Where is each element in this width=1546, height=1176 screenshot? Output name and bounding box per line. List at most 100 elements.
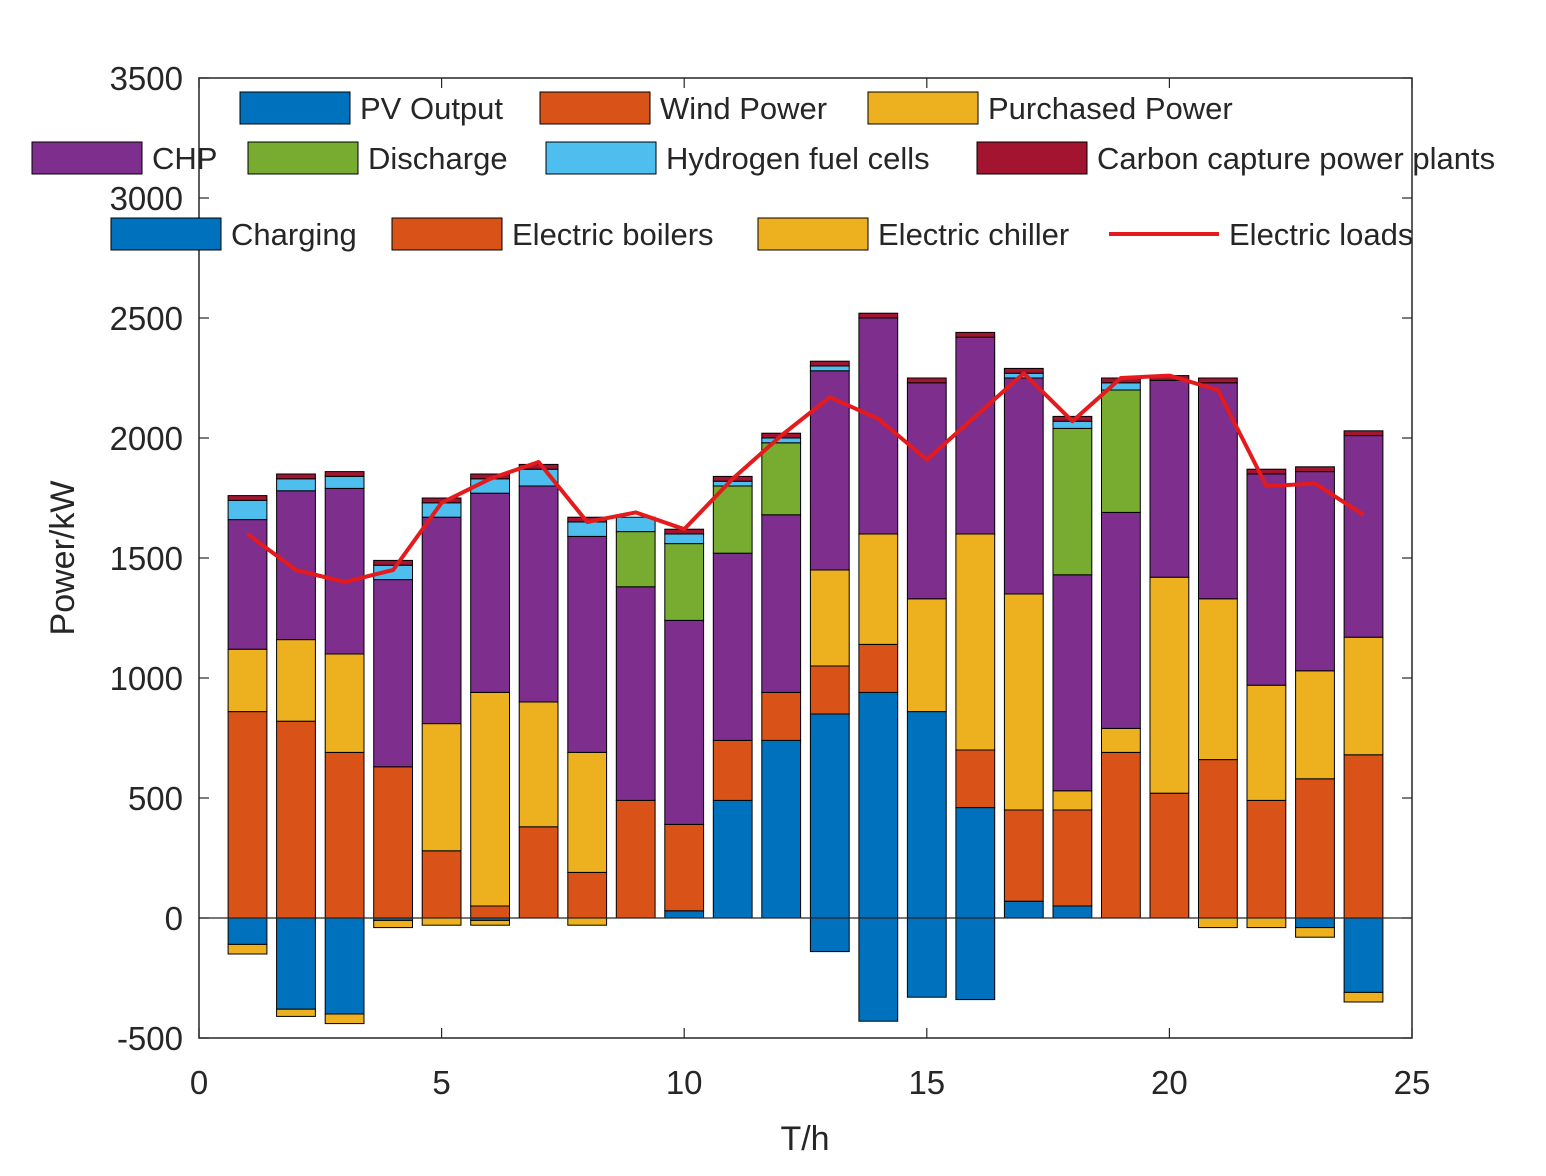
- bar-carbon-capture-power-plants-t23: [1295, 466, 1335, 473]
- bar-wind-power-t4: [373, 766, 414, 919]
- bar-purchased-power-t3: [324, 653, 365, 753]
- bar-hydrogen-fuel-cells-t2: [276, 478, 316, 492]
- bar-purchased-power-t20: [1149, 576, 1190, 794]
- bar-chp-t3: [324, 487, 365, 655]
- bar-chp-t4: [373, 579, 414, 768]
- legend-label-hydrogen-fuel-cells: Hydrogen fuel cells: [666, 141, 930, 176]
- bar-discharge-t12: [761, 442, 802, 516]
- bar-hydrogen-fuel-cells-t1: [227, 499, 268, 521]
- bar-hydrogen-fuel-cells-t13: [809, 365, 850, 372]
- legend-swatch-charging: [110, 217, 222, 251]
- bar-purchased-power-t6: [470, 691, 511, 907]
- bar-carbon-capture-power-plants-t2: [276, 473, 316, 480]
- bar-pv-output-t13: [809, 713, 850, 919]
- legend-label-carbon-capture-power-plants: Carbon capture power plants: [1097, 141, 1495, 176]
- bar-wind-power-t12: [761, 691, 802, 741]
- bar-wind-power-t9: [615, 799, 656, 919]
- y-tick-label: 3000: [110, 180, 183, 217]
- bar-chp-t19: [1101, 511, 1141, 729]
- x-tick-label: 15: [908, 1064, 945, 1101]
- bar-chp-t24: [1343, 435, 1384, 638]
- bar-purchased-power-t1: [227, 648, 268, 713]
- legend-label-discharge: Discharge: [368, 141, 508, 176]
- bar-hydrogen-fuel-cells-t9: [615, 516, 656, 533]
- y-tick-label: -500: [117, 1020, 183, 1057]
- legend-label-electric-boilers: Electric boilers: [512, 217, 714, 252]
- bar-pv-output-t10: [664, 910, 705, 919]
- bar-hydrogen-fuel-cells-t12: [761, 437, 802, 444]
- bar-wind-power-t1: [227, 711, 268, 919]
- bar-charging-t24: [1343, 917, 1384, 993]
- x-tick-label: 10: [666, 1064, 703, 1101]
- legend-swatch-wind-power: [539, 91, 651, 125]
- legend-label-purchased-power: Purchased Power: [988, 91, 1233, 126]
- bar-chp-t14: [858, 317, 899, 535]
- bar-chp-t16: [955, 336, 996, 535]
- bar-purchased-power-t19: [1101, 727, 1141, 753]
- bar-chp-t23: [1295, 471, 1335, 672]
- bar-discharge-t11: [712, 485, 753, 554]
- x-axis-label: T/h: [780, 1120, 829, 1158]
- bar-purchased-power-t22: [1246, 684, 1287, 801]
- legend-swatch-carbon-capture-power-plants: [976, 141, 1088, 175]
- legend-label-chp: CHP: [152, 141, 217, 176]
- y-tick-label: 1500: [110, 540, 183, 577]
- bar-wind-power-t16: [955, 749, 996, 809]
- y-tick-label: 3500: [110, 60, 183, 97]
- line-layer: [246, 371, 1365, 584]
- bar-electric-chiller-t21: [1198, 917, 1238, 929]
- bar-hydrogen-fuel-cells-t8: [567, 521, 608, 537]
- legend-label-charging: Charging: [231, 217, 357, 252]
- bar-chp-t22: [1246, 473, 1287, 686]
- legend-swatch-electric-chiller: [757, 217, 869, 251]
- bar-purchased-power-t7: [518, 701, 559, 828]
- bar-electric-chiller-t6: [470, 919, 511, 926]
- bar-electric-chiller-t3: [324, 1013, 365, 1025]
- bar-carbon-capture-power-plants-t21: [1198, 377, 1238, 384]
- bar-purchased-power-t17: [1003, 593, 1044, 811]
- bar-chp-t6: [470, 492, 511, 693]
- bar-electric-chiller-t1: [227, 943, 268, 955]
- bar-chp-t11: [712, 552, 753, 741]
- bar-charging-t13: [809, 917, 850, 953]
- bar-wind-power-t11: [712, 739, 753, 801]
- bar-wind-power-t3: [324, 751, 365, 919]
- bar-pv-output-t18: [1052, 905, 1093, 919]
- x-tick-label: 0: [190, 1064, 208, 1101]
- bar-carbon-capture-power-plants-t1: [227, 495, 268, 501]
- bar-charging-t16: [955, 917, 996, 1001]
- x-tick-label: 20: [1151, 1064, 1188, 1101]
- bar-charging-t2: [276, 917, 316, 1010]
- bar-discharge-t9: [615, 531, 656, 588]
- bar-pv-output-t16: [955, 807, 996, 919]
- bar-purchased-power-t24: [1343, 636, 1384, 756]
- bar-purchased-power-t16: [955, 533, 996, 751]
- x-tick-label: 5: [432, 1064, 450, 1101]
- bar-chp-t5: [421, 516, 462, 725]
- bar-electric-chiller-t22: [1246, 917, 1287, 929]
- bar-carbon-capture-power-plants-t3: [324, 471, 365, 477]
- legend-label-wind-power: Wind Power: [660, 91, 827, 126]
- x-tick-label: 25: [1394, 1064, 1431, 1101]
- bar-wind-power-t7: [518, 826, 559, 919]
- bar-wind-power-t13: [809, 665, 850, 715]
- bar-electric-chiller-t4: [373, 919, 414, 929]
- bar-carbon-capture-power-plants-t14: [858, 312, 899, 319]
- bar-charging-t3: [324, 917, 365, 1015]
- bar-chp-t8: [567, 535, 608, 753]
- bar-purchased-power-t5: [421, 723, 462, 852]
- bar-charging-t1: [227, 917, 268, 945]
- bar-purchased-power-t13: [809, 569, 850, 667]
- bar-pv-output-t11: [712, 799, 753, 919]
- bar-hydrogen-fuel-cells-t3: [324, 475, 365, 489]
- bar-wind-power-t21: [1198, 759, 1238, 919]
- line-electric-loads: [246, 371, 1365, 584]
- bar-chp-t13: [809, 370, 850, 571]
- bar-carbon-capture-power-plants-t24: [1343, 430, 1384, 437]
- bar-carbon-capture-power-plants-t15: [906, 377, 947, 384]
- bar-wind-power-t18: [1052, 809, 1093, 907]
- bar-pv-output-t15: [906, 711, 947, 919]
- bar-electric-chiller-t24: [1343, 991, 1384, 1003]
